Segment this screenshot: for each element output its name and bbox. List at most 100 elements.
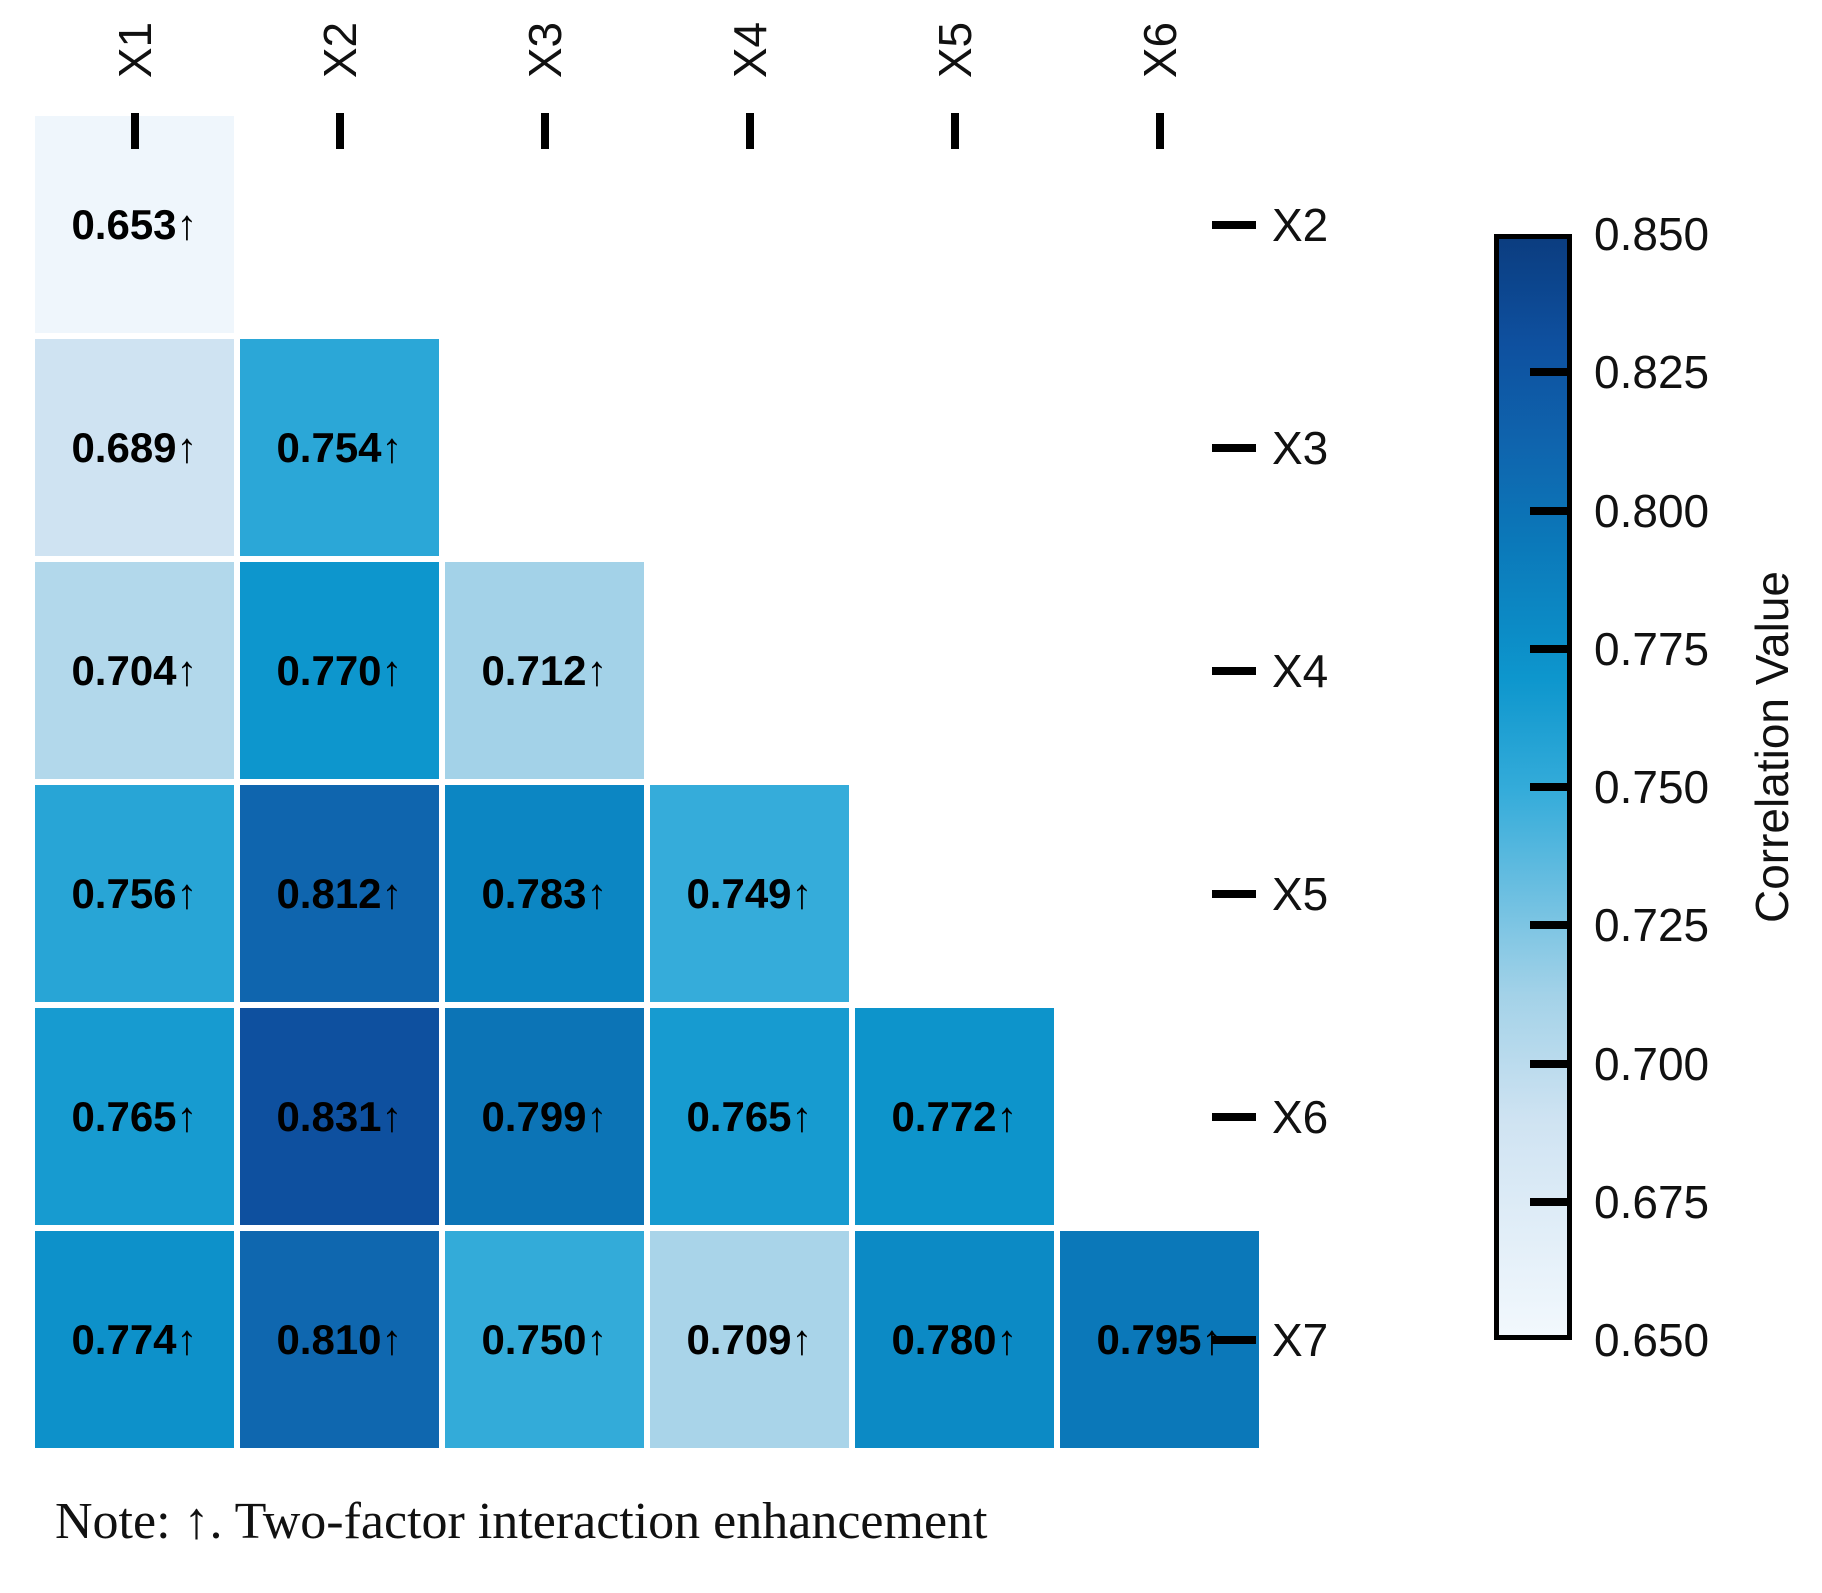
heatmap-cell-X6-X3: 0.799↑ [445,1008,644,1225]
up-arrow-icon: ↑ [586,869,608,917]
up-arrow-icon: ↑ [176,423,198,471]
heatmap-cell-X7-X3: 0.750↑ [445,1231,644,1448]
colorbar-tick-mark [1530,1197,1572,1206]
y-tick-mark [1212,443,1256,452]
y-tick-label-X6: X6 [1272,1090,1329,1143]
colorbar-tick-label-0.675: 0.675 [1594,1175,1710,1228]
colorbar-tick-mark [1530,644,1572,653]
up-arrow-icon: ↑ [176,1092,198,1140]
heatmap-cell-X2-X1: 0.653↑ [35,116,234,333]
up-arrow-icon: ↑ [176,869,198,917]
cell-value: 0.765↑ [71,1092,198,1140]
x-tick-label-X6: X6 [1133,21,1186,79]
cell-value: 0.709↑ [686,1315,813,1363]
heatmap-cell-X4-X3: 0.712↑ [445,562,644,779]
colorbar-tick-label-0.775: 0.775 [1594,622,1710,675]
x-tick-label-X2: X2 [313,21,366,79]
x-tick-label-X1: X1 [108,21,161,79]
colorbar-tick-mark [1530,783,1572,791]
x-tick-mark [950,113,959,149]
colorbar-tick-label-0.750: 0.750 [1594,761,1710,813]
heatmap-cell-X7-X5: 0.780↑ [855,1231,1054,1448]
x-tick-mark [540,113,549,149]
cell-value: 0.754↑ [276,423,403,471]
up-arrow-icon: ↑ [176,1315,198,1363]
heatmap-cell-X5-X4: 0.749↑ [650,785,849,1002]
x-tick-label-X3: X3 [518,21,571,79]
colorbar-tick-mark [1530,1059,1572,1068]
up-arrow-icon: ↑ [176,646,198,694]
up-arrow-icon: ↑ [381,869,403,917]
up-arrow-icon: ↑ [381,1092,403,1140]
cell-value: 0.812↑ [276,869,403,917]
heatmap-cell-X4-X1: 0.704↑ [35,562,234,779]
heatmap-cell-X6-X5: 0.772↑ [855,1008,1054,1225]
cell-value: 0.689↑ [71,423,198,471]
heatmap-cell-X5-X1: 0.756↑ [35,785,234,1002]
y-tick-label-X5: X5 [1272,867,1329,920]
up-arrow-icon: ↑ [791,1092,813,1140]
up-arrow-icon: ↑ [381,1315,403,1363]
colorbar-tick-mark [1530,368,1572,377]
y-tick-mark [1212,889,1256,898]
heatmap-cell-X7-X4: 0.709↑ [650,1231,849,1448]
y-tick-label-X3: X3 [1272,421,1329,474]
heatmap-cell-X4-X2: 0.770↑ [240,562,439,779]
up-arrow-icon: ↑ [586,1315,608,1363]
colorbar-tick-mark [1530,921,1572,930]
cell-value: 0.704↑ [71,646,198,694]
heatmap-cell-X3-X2: 0.754↑ [240,339,439,556]
heatmap-cell-X5-X2: 0.812↑ [240,785,439,1002]
colorbar-axis-label: Correlation Value [1746,570,1798,924]
cell-value: 0.795↑ [1096,1316,1222,1364]
cell-value: 0.712↑ [481,646,608,694]
y-tick-label-X4: X4 [1272,644,1329,697]
cell-value: 0.770↑ [276,646,403,694]
cell-value: 0.765↑ [686,1092,813,1140]
cell-value: 0.810↑ [276,1315,403,1363]
heatmap-cell-X6-X2: 0.831↑ [240,1008,439,1225]
cell-value: 0.749↑ [686,869,813,917]
colorbar-tick-label-0.850: 0.850 [1594,208,1710,260]
x-tick-mark [130,113,139,149]
heatmap-cell-X6-X1: 0.765↑ [35,1008,234,1225]
cell-value: 0.774↑ [71,1315,198,1363]
x-tick-mark [745,113,754,149]
up-arrow-icon: ↑ [381,646,403,694]
x-tick-mark [335,113,344,149]
cell-value: 0.750↑ [481,1315,608,1363]
heatmap-cell-X5-X3: 0.783↑ [445,785,644,1002]
up-arrow-icon: ↑ [996,1315,1018,1363]
y-tick-mark [1212,1335,1256,1344]
up-arrow-icon: ↑ [791,1315,813,1363]
cell-value: 0.780↑ [891,1315,1018,1363]
heatmap-cell-X6-X4: 0.765↑ [650,1008,849,1225]
colorbar-tick-label-0.825: 0.825 [1594,346,1710,399]
colorbar-tick-label-0.725: 0.725 [1594,899,1710,952]
colorbar-tick-label-0.800: 0.800 [1594,484,1710,537]
x-tick-label-X5: X5 [928,21,981,79]
x-tick-mark [1155,113,1164,149]
y-tick-mark [1212,666,1256,675]
heatmap-cell-X7-X2: 0.810↑ [240,1231,439,1448]
cell-value: 0.756↑ [71,869,198,917]
up-arrow-icon: ↑ [791,869,813,917]
y-tick-mark [1212,1112,1256,1121]
up-arrow-icon: ↑ [176,200,198,248]
colorbar-tick-label-0.650: 0.650 [1594,1314,1710,1366]
heatmap-cell-X3-X1: 0.689↑ [35,339,234,556]
y-tick-label-X2: X2 [1272,198,1329,251]
up-arrow-icon: ↑ [381,423,403,471]
figure-note: Note: ↑. Two-factor interaction enhancem… [55,1493,988,1550]
y-tick-mark [1212,220,1256,229]
colorbar-tick-mark [1530,506,1572,515]
heatmap-cell-X7-X1: 0.774↑ [35,1231,234,1448]
up-arrow-icon: ↑ [996,1092,1018,1140]
y-tick-label-X7: X7 [1272,1313,1329,1366]
cell-value: 0.799↑ [481,1092,608,1140]
cell-value: 0.783↑ [481,869,608,917]
cell-value: 0.653↑ [71,200,198,248]
colorbar-tick-label-0.700: 0.700 [1594,1037,1710,1090]
up-arrow-icon: ↑ [586,646,608,694]
